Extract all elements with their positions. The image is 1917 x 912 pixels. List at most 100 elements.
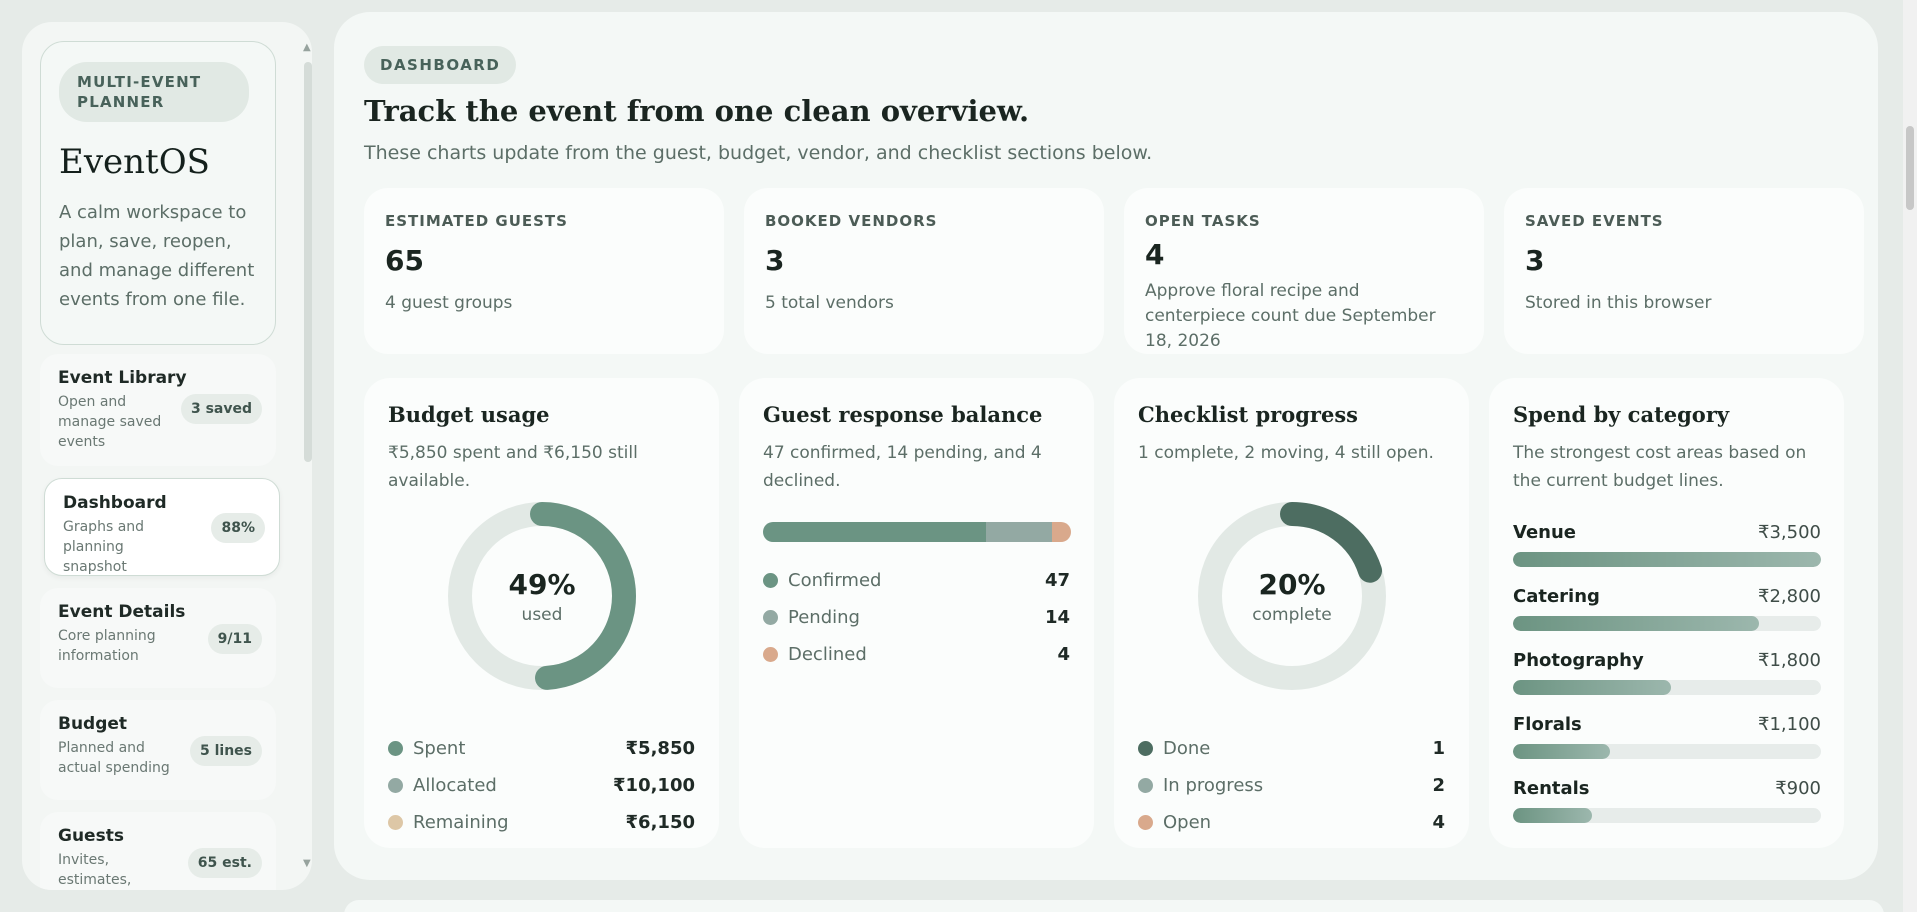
legend-label: Spent — [413, 738, 466, 759]
category-name: Venue — [1513, 522, 1576, 543]
dashboard-tag: DASHBOARD — [364, 46, 517, 84]
category-name: Catering — [1513, 586, 1600, 607]
legend-label: Declined — [788, 644, 867, 665]
guest-legend: Confirmed 47 Pending 14 Declined 4 — [763, 562, 1070, 673]
next-section-edge — [344, 900, 1884, 912]
scroll-up-icon[interactable]: ▲ — [303, 42, 311, 53]
sidebar-item-event-library[interactable]: Event Library Open and manage saved even… — [40, 354, 276, 466]
donut-label: complete — [1252, 604, 1332, 625]
category-bar — [1513, 552, 1821, 567]
legend-row: Done 1 — [1138, 730, 1445, 767]
sidebar-item-budget[interactable]: Budget Planned and actual spending 5 lin… — [40, 700, 276, 800]
stat-label: BOOKED VENDORS — [765, 212, 938, 230]
sidebar-item-dashboard[interactable]: Dashboard Graphs and planning snapshot 8… — [44, 478, 280, 576]
spend-by-category-card: Spend by category The strongest cost are… — [1489, 378, 1844, 848]
stat-note: 4 guest groups — [385, 293, 513, 313]
stat-label: OPEN TASKS — [1145, 212, 1261, 230]
legend-dot — [763, 647, 778, 662]
page-title: Track the event from one clean overview. — [364, 94, 1030, 128]
donut-arc — [448, 502, 636, 690]
page-lead: These charts update from the guest, budg… — [364, 142, 1153, 164]
card-description: 47 confirmed, 14 pending, and 4 declined… — [763, 443, 1042, 491]
budget-donut: 49% used — [442, 496, 642, 696]
legend-label: In progress — [1163, 775, 1264, 796]
legend-label: Pending — [788, 607, 860, 628]
guest-stacked-bar — [763, 522, 1071, 542]
legend-row: Declined 4 — [763, 636, 1070, 673]
legend-dot — [388, 741, 403, 756]
stat-label: ESTIMATED GUESTS — [385, 212, 568, 230]
stat-card-tasks: OPEN TASKS 4 Approve floral recipe and c… — [1124, 188, 1484, 354]
stat-card-vendors: BOOKED VENDORS 3 5 total vendors — [744, 188, 1104, 354]
legend-value: ₹10,100 — [613, 775, 695, 796]
category-amount: ₹2,800 — [1758, 586, 1821, 607]
card-description: The strongest cost areas based on the cu… — [1513, 443, 1807, 491]
card-title: Budget usage — [388, 402, 550, 427]
stat-value: 65 — [385, 244, 424, 277]
category-bar — [1513, 616, 1760, 631]
donut-arc — [1198, 502, 1386, 690]
stat-note: Approve floral recipe and centerpiece co… — [1145, 281, 1436, 351]
scroll-down-icon[interactable]: ▼ — [303, 858, 311, 869]
legend-label: Done — [1163, 738, 1211, 759]
nav-subtitle: Invites, estimates, — [58, 852, 132, 888]
category-row-photography: Photography ₹1,800 — [1513, 650, 1821, 695]
legend-label: Remaining — [413, 812, 509, 833]
stat-card-saved-events: SAVED EVENTS 3 Stored in this browser — [1504, 188, 1864, 354]
legend-dot — [388, 815, 403, 830]
brand-card: MULTI-EVENT PLANNER EventOS A calm works… — [40, 41, 276, 345]
legend-value: 4 — [1057, 644, 1070, 665]
legend-dot — [1138, 741, 1153, 756]
stat-note: 5 total vendors — [765, 293, 894, 313]
checklist-legend: Done 1 In progress 2 Open 4 — [1138, 730, 1445, 841]
category-name: Florals — [1513, 714, 1582, 735]
card-title: Guest response balance — [763, 402, 1043, 427]
legend-row: Spent ₹5,850 — [388, 730, 695, 767]
nav-badge: 65 est. — [187, 848, 262, 878]
stat-card-guests: ESTIMATED GUESTS 65 4 guest groups — [364, 188, 724, 354]
legend-label: Allocated — [413, 775, 497, 796]
stat-label: SAVED EVENTS — [1525, 212, 1664, 230]
nav-title: Event Details — [58, 602, 186, 622]
sidebar-scrollbar[interactable] — [304, 62, 312, 462]
legend-row: Pending 14 — [763, 599, 1070, 636]
legend-value: ₹6,150 — [625, 812, 695, 833]
legend-value: 4 — [1432, 812, 1445, 833]
legend-value: 14 — [1044, 607, 1070, 628]
nav-badge: 88% — [211, 513, 265, 543]
legend-value: 2 — [1432, 775, 1445, 796]
category-bar — [1513, 744, 1610, 759]
legend-row: In progress 2 — [1138, 767, 1445, 804]
stat-value: 3 — [765, 244, 785, 277]
category-amount: ₹1,800 — [1758, 650, 1821, 671]
sidebar-item-event-details[interactable]: Event Details Core planning information … — [40, 588, 276, 688]
bar-segment-confirmed — [763, 522, 986, 542]
guest-response-card: Guest response balance 47 confirmed, 14 … — [739, 378, 1094, 848]
legend-dot — [388, 778, 403, 793]
checklist-progress-card: Checklist progress 1 complete, 2 moving,… — [1114, 378, 1469, 848]
legend-row: Remaining ₹6,150 — [388, 804, 695, 841]
page-scrollbar-thumb[interactable] — [1906, 126, 1914, 210]
app-description: A calm workspace to plan, save, reopen, … — [59, 202, 255, 310]
planner-tag: MULTI-EVENT PLANNER — [59, 62, 249, 122]
card-title: Spend by category — [1513, 402, 1730, 427]
nav-title: Guests — [58, 826, 124, 846]
page-scrollbar[interactable] — [1903, 0, 1917, 912]
sidebar: MULTI-EVENT PLANNER EventOS A calm works… — [22, 22, 312, 890]
category-amount: ₹1,100 — [1758, 714, 1821, 735]
sidebar-item-guests[interactable]: Guests Invites, estimates, 65 est. — [40, 812, 276, 890]
category-amount: ₹900 — [1775, 778, 1821, 799]
category-row-venue: Venue ₹3,500 — [1513, 522, 1821, 567]
category-bar — [1513, 808, 1593, 823]
legend-label: Confirmed — [788, 570, 882, 591]
budget-usage-card: Budget usage ₹5,850 spent and ₹6,150 sti… — [364, 378, 719, 848]
nav-badge: 9/11 — [207, 624, 262, 654]
nav-title: Budget — [58, 714, 128, 734]
legend-row: Open 4 — [1138, 804, 1445, 841]
donut-label: used — [521, 604, 563, 625]
legend-dot — [1138, 778, 1153, 793]
legend-value: 47 — [1044, 570, 1070, 591]
budget-legend: Spent ₹5,850 Allocated ₹10,100 Remaining ₹6… — [388, 730, 695, 841]
app-name: EventOS — [59, 142, 210, 182]
legend-dot — [763, 573, 778, 588]
